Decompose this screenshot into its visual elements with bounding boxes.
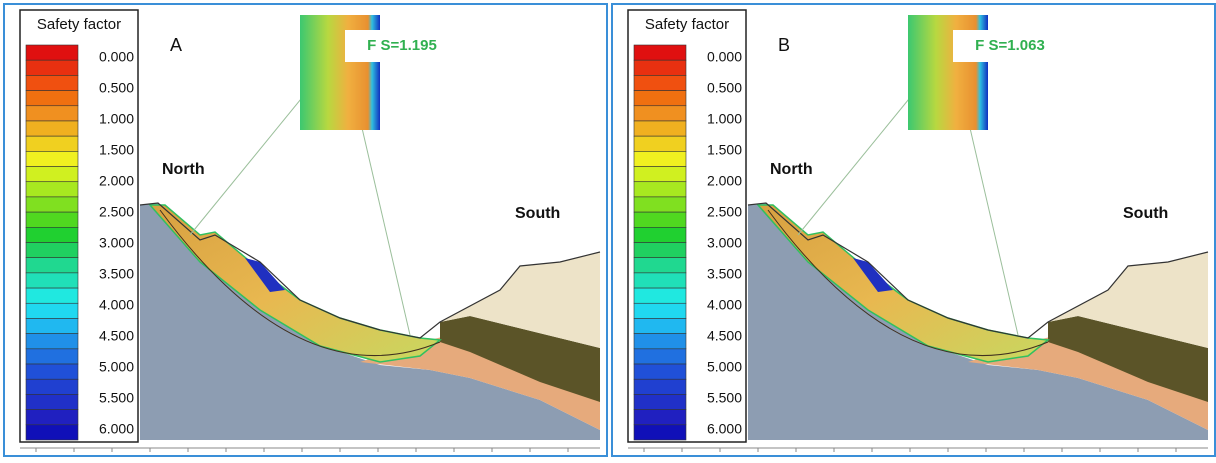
legend-swatch [634,425,686,440]
legend-swatch [634,212,686,227]
legend-label: 3.500 [707,266,742,282]
legend-swatch [634,288,686,303]
legend-swatch [26,136,78,151]
north-label: North [770,161,813,178]
legend-swatch [26,349,78,364]
legend-swatch [634,273,686,288]
panel: F S=1.195 A North South Safety factor 0.000 0.… [4,4,607,456]
legend-swatch [26,318,78,333]
legend-swatch [634,334,686,349]
legend-swatch [26,288,78,303]
legend-swatch [26,151,78,166]
legend-swatch [634,151,686,166]
legend-label: 5.000 [707,359,742,375]
north-label: North [162,161,205,178]
legend-label: 3.000 [707,235,742,251]
legend-swatch [26,303,78,318]
legend-swatch [634,243,686,258]
legend-swatch [26,410,78,425]
fs-label: F S=1.063 [975,37,1045,54]
legend-swatch [634,167,686,182]
legend-swatch [634,106,686,121]
legend-swatch [634,364,686,379]
legend-label: 2.000 [99,173,134,189]
legend-swatch [26,273,78,288]
legend-swatch [26,212,78,227]
legend-label: 5.500 [99,390,134,406]
legend-swatch [26,91,78,106]
legend-swatch [634,410,686,425]
legend-swatch [26,60,78,75]
legend-label: 2.500 [707,204,742,220]
legend-label: 4.000 [99,297,134,313]
legend-swatch [634,349,686,364]
legend-swatch [634,197,686,212]
fs-label: F S=1.195 [367,37,437,54]
legend-label: 5.500 [707,390,742,406]
legend-label: 3.500 [99,266,134,282]
legend-swatch [634,379,686,394]
legend-swatch [26,182,78,197]
legend-swatch [634,394,686,409]
legend-swatch [26,227,78,242]
legend-label: 6.000 [707,421,742,437]
legend-label: 4.500 [99,328,134,344]
legend-swatch [634,136,686,151]
legend-swatch [634,227,686,242]
legend-swatch [26,75,78,90]
legend-label: 1.000 [99,111,134,127]
legend-label: 4.000 [707,297,742,313]
legend-label: 1.500 [99,142,134,158]
legend-label: 2.500 [99,204,134,220]
legend-swatch [26,167,78,182]
legend-swatch [26,334,78,349]
figure: F S=1.195 A North South Safety factor 0.000 0.… [0,0,1216,463]
legend-swatch [634,91,686,106]
legend-label: 0.500 [99,80,134,96]
legend-label: 0.000 [99,49,134,65]
legend-swatch [634,75,686,90]
legend-swatch [26,106,78,121]
legend-swatch [634,258,686,273]
panel-label: A [170,35,182,55]
legend-label: 1.500 [707,142,742,158]
legend-swatch [634,45,686,60]
legend-swatch [26,394,78,409]
legend-swatch [634,121,686,136]
south-label: South [515,205,560,222]
legend-swatch [26,425,78,440]
legend-swatch [634,318,686,333]
south-label: South [1123,205,1168,222]
legend-swatch [26,364,78,379]
legend-swatch [634,182,686,197]
legend-swatch [26,243,78,258]
legend-label: 1.000 [707,111,742,127]
legend-label: 5.000 [99,359,134,375]
legend-label: 4.500 [707,328,742,344]
legend-label: 0.500 [707,80,742,96]
legend-swatch [26,379,78,394]
legend-swatch [26,258,78,273]
legend-swatch [26,121,78,136]
legend-label: 3.000 [99,235,134,251]
legend-title: Safety factor [37,16,121,33]
legend-label: 2.000 [707,173,742,189]
panel: F S=1.063 B North South Safety factor 0.000 0.… [612,4,1215,456]
legend-swatch [26,197,78,212]
legend-swatch [26,45,78,60]
panel-label: B [778,35,790,55]
legend-label: 0.000 [707,49,742,65]
legend-swatch [634,303,686,318]
legend-title: Safety factor [645,16,729,33]
legend-swatch [634,60,686,75]
legend-label: 6.000 [99,421,134,437]
